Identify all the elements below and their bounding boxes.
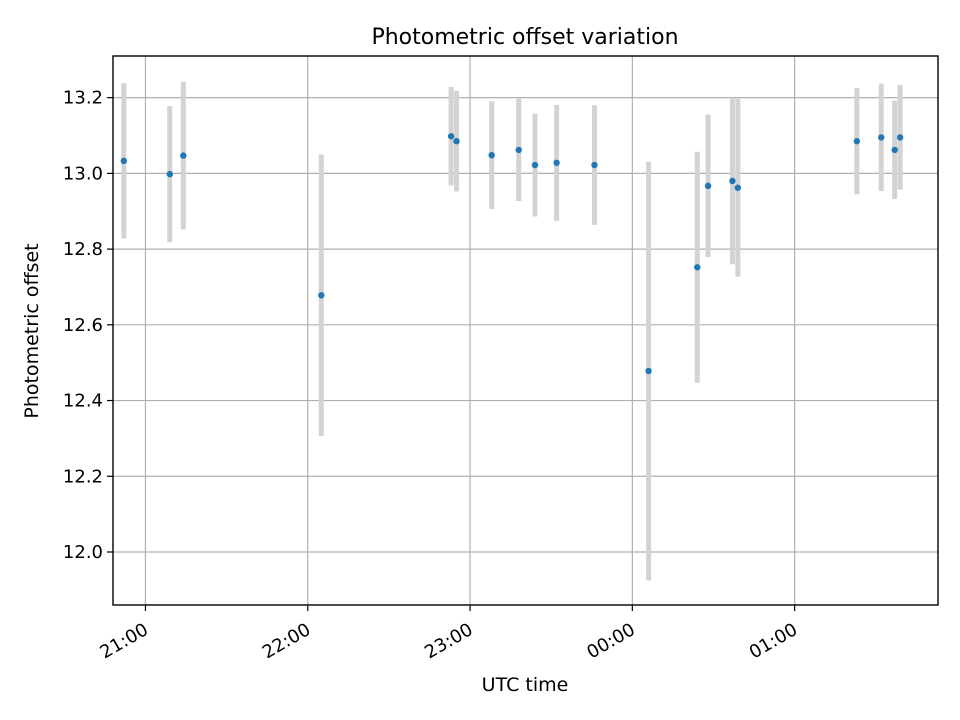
data-point: [180, 152, 187, 159]
data-point: [891, 146, 898, 154]
y-grid: [113, 97, 938, 553]
y-tick-label: 12.4: [63, 391, 103, 412]
data-point: [645, 367, 652, 375]
y-tick-label: 13.0: [63, 163, 103, 184]
data-point: [896, 134, 904, 141]
y-axis-ticks: 12.0 12.2 12.4 12.6 12.8 13.0 13.2: [63, 88, 113, 563]
x-grid: [144, 56, 796, 605]
data-point: [120, 157, 128, 165]
data-point: [447, 133, 455, 140]
x-axis-ticks: 21:00 22:00 23:00 00:00 01:00: [97, 605, 801, 663]
x-tick-label: 00:00: [583, 619, 638, 663]
data-point: [729, 177, 736, 185]
data-point: [515, 146, 522, 154]
data-point: [166, 170, 174, 178]
data-point: [531, 161, 539, 169]
x-tick-label: 21:00: [97, 619, 152, 663]
data-point: [553, 159, 560, 166]
x-tick-label: 23:00: [421, 619, 476, 663]
data-point: [704, 182, 712, 190]
data-point: [453, 137, 460, 145]
y-tick-label: 12.0: [63, 542, 103, 563]
y-tick-label: 12.8: [63, 239, 103, 260]
x-tick-label: 01:00: [746, 619, 801, 663]
data-point: [877, 134, 885, 141]
data-point: [734, 184, 742, 191]
x-axis-label: UTC time: [482, 674, 569, 696]
y-tick-label: 12.2: [63, 466, 103, 487]
plot-frame: [112, 55, 939, 606]
data-point: [318, 292, 325, 299]
data-point: [488, 151, 495, 159]
error-bars: [121, 81, 903, 581]
y-tick-label: 12.6: [63, 315, 103, 336]
data-point: [853, 137, 861, 145]
x-tick-label: 22:00: [259, 619, 314, 663]
data-points: [120, 133, 904, 375]
y-axis-label: Photometric offset: [21, 243, 43, 418]
y-tick-label: 13.2: [63, 88, 103, 109]
data-point: [591, 161, 598, 169]
chart-title: Photometric offset variation: [371, 25, 678, 50]
data-point: [694, 264, 701, 271]
